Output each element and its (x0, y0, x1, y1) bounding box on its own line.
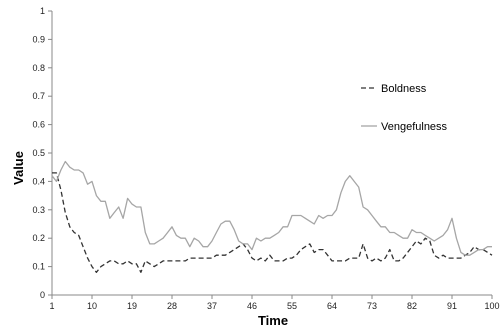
x-tick-label: 37 (207, 301, 217, 311)
legend: Boldness Vengefulness (361, 83, 448, 133)
y-tick-label: 0 (40, 290, 45, 300)
y-tick-label: 0.2 (32, 233, 45, 243)
series-line-boldness (52, 172, 493, 273)
x-tick-label: 73 (367, 301, 377, 311)
y-tick-label: 0.1 (32, 262, 45, 272)
x-tick-label: 28 (167, 301, 177, 311)
y-tick-label: 0.3 (32, 205, 45, 215)
series-line-vengefulness (51, 160, 492, 256)
y-tick-label: 0.4 (32, 176, 45, 186)
y-tick-label: 0.9 (32, 34, 45, 44)
y-tick-label: 0.7 (32, 91, 45, 101)
x-tick-label: 64 (327, 301, 337, 311)
x-tick-group: 1 10 19 28 37 46 55 64 73 82 91 100 (49, 295, 500, 311)
x-tick-label: 1 (49, 301, 54, 311)
legend-label-boldness: Boldness (381, 83, 427, 95)
x-tick-label: 82 (407, 301, 417, 311)
axes (51, 11, 492, 296)
x-axis-title: Time (258, 313, 288, 328)
x-tick-label: 55 (287, 301, 297, 311)
x-tick-label: 19 (127, 301, 137, 311)
series-group (51, 160, 493, 273)
y-tick-label: 0.5 (32, 148, 45, 158)
x-tick-label: 10 (87, 301, 97, 311)
y-tick-label: 0.8 (32, 63, 45, 73)
y-axis-title: Value (11, 151, 26, 185)
x-tick-label: 46 (247, 301, 257, 311)
y-tick-group: 0 0.1 0.2 0.3 0.4 0.5 0.6 0.7 0.8 0.9 1 (32, 6, 52, 300)
y-tick-label: 0.6 (32, 120, 45, 130)
legend-label-vengefulness: Vengefulness (381, 121, 448, 133)
x-tick-label: 100 (484, 301, 499, 311)
y-tick-label: 1 (40, 6, 45, 16)
x-tick-label: 91 (447, 301, 457, 311)
